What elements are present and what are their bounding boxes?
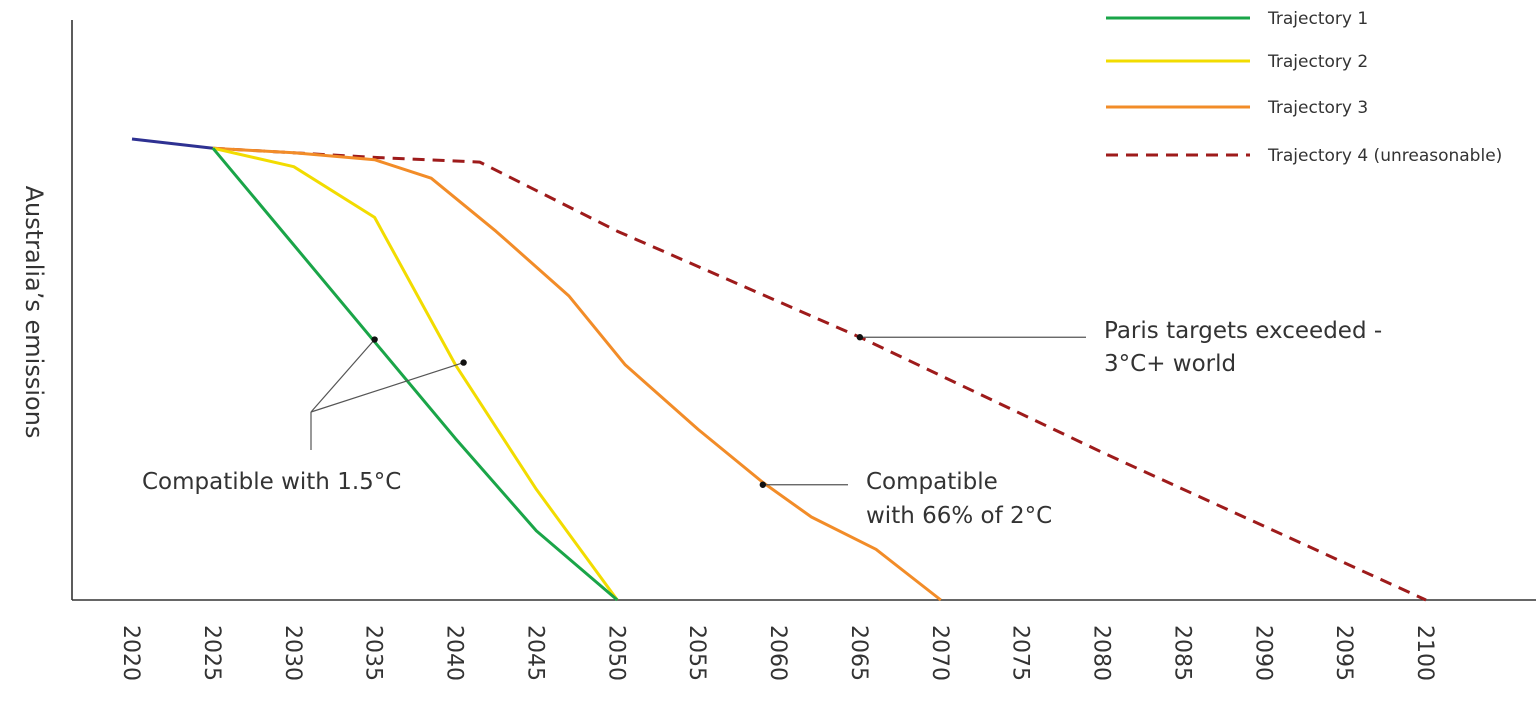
- series-line-trajectory-2: [212, 146, 619, 601]
- x-tick-label: 2055: [684, 625, 709, 681]
- annotation-marker: [460, 359, 467, 366]
- x-tick-label: 2020: [118, 625, 143, 681]
- x-tick-label: 2075: [1008, 625, 1033, 681]
- legend-label-trajectory-3: Trajectory 3: [1267, 98, 1368, 118]
- x-tick-label: 2040: [442, 625, 467, 681]
- legend: Trajectory 1 Trajectory 2 Trajectory 3 Traj…: [1106, 9, 1502, 166]
- annotation-1-5c-label: Compatible with 1.5°C: [142, 469, 401, 495]
- x-tick-label: 2085: [1169, 625, 1194, 681]
- legend-label-trajectory-4: Trajectory 4 (unreasonable): [1267, 146, 1502, 166]
- historical-emissions-line: [131, 137, 214, 150]
- x-tick-label: 2045: [522, 625, 547, 681]
- series-line-trajectory-3: [212, 146, 942, 602]
- annotation-marker: [856, 334, 864, 341]
- series-line-trajectory-1: [211, 147, 619, 602]
- annotation-leader: [310, 362, 464, 413]
- x-tick-label: 2030: [280, 625, 305, 681]
- plot-area: [131, 137, 1427, 602]
- annotation-leader: [310, 339, 376, 413]
- x-tick-label: 2070: [927, 625, 952, 681]
- x-tick-label: 2050: [603, 625, 628, 681]
- x-tick-label: 2060: [765, 625, 790, 681]
- legend-label-trajectory-2: Trajectory 2: [1267, 52, 1368, 72]
- x-tick-label: 2100: [1412, 625, 1437, 681]
- legend-label-trajectory-1: Trajectory 1: [1267, 9, 1368, 29]
- annotation-paris-label-line-1: Paris targets exceeded -: [1104, 318, 1382, 344]
- x-tick-label: 2090: [1250, 625, 1275, 681]
- annotation-paris-label-line-2: 3°C+ world: [1104, 351, 1236, 377]
- annotations: Compatible with 1.5°C Compatible with 66% …: [142, 318, 1382, 529]
- x-tick-label: 2095: [1331, 625, 1356, 681]
- x-tick-label: 2035: [361, 625, 386, 681]
- annotation-marker: [371, 336, 378, 343]
- x-tick-label: 2080: [1089, 625, 1114, 681]
- annotation-2c-label-line-2: with 66% of 2°C: [866, 503, 1052, 529]
- annotation-marker: [759, 481, 767, 488]
- x-tick-labels: 2020 2025 2030 2035 2040 2045 2050 2055 2060 2065…: [118, 625, 1437, 681]
- x-tick-label: 2065: [846, 625, 871, 681]
- x-tick-label: 2025: [199, 625, 224, 681]
- series-line-trajectory-4: [212, 146, 1427, 602]
- axes: [71, 20, 1536, 601]
- annotation-2c-label-line-1: Compatible: [866, 469, 998, 495]
- y-axis-label: Australia’s emissions: [20, 186, 48, 439]
